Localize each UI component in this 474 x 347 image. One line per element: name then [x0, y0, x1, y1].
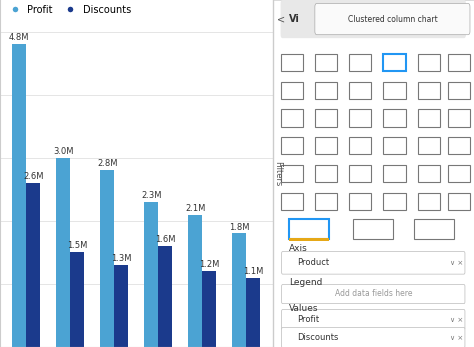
Bar — [448, 165, 470, 182]
Bar — [188, 214, 202, 347]
FancyBboxPatch shape — [282, 285, 465, 304]
Bar — [158, 246, 173, 347]
Bar — [353, 219, 393, 239]
Bar — [12, 44, 27, 347]
Text: Product: Product — [297, 258, 329, 267]
FancyBboxPatch shape — [281, 0, 466, 38]
Bar — [246, 278, 260, 347]
Text: ∨ ×: ∨ × — [450, 260, 463, 266]
Bar — [315, 193, 337, 210]
Bar — [349, 109, 371, 127]
Bar — [418, 165, 440, 182]
Text: <: < — [276, 14, 285, 24]
Bar — [349, 82, 371, 99]
Bar — [413, 219, 454, 239]
Bar — [315, 165, 337, 182]
Bar — [383, 165, 405, 182]
Text: 2.8M: 2.8M — [97, 160, 118, 168]
Bar — [114, 265, 128, 347]
Text: Legend: Legend — [289, 278, 322, 287]
Text: 1.1M: 1.1M — [243, 267, 264, 276]
Text: Clustered column chart: Clustered column chart — [347, 15, 438, 24]
Bar — [281, 193, 303, 210]
Bar — [281, 137, 303, 154]
Bar — [383, 54, 405, 71]
FancyBboxPatch shape — [282, 310, 465, 330]
Bar — [349, 165, 371, 182]
Text: 2.3M: 2.3M — [141, 191, 162, 200]
Bar — [383, 137, 405, 154]
Bar — [418, 82, 440, 99]
Text: 1.5M: 1.5M — [67, 242, 88, 251]
Bar — [100, 170, 114, 347]
Bar — [383, 193, 405, 210]
Text: Filters: Filters — [273, 161, 282, 186]
Bar — [56, 158, 70, 347]
Bar — [448, 109, 470, 127]
Bar — [418, 54, 440, 71]
Bar — [448, 193, 470, 210]
Bar — [281, 109, 303, 127]
Text: Vi: Vi — [289, 14, 300, 24]
Text: Axis: Axis — [289, 244, 308, 253]
Bar — [289, 238, 329, 241]
Bar — [281, 54, 303, 71]
Bar — [202, 271, 216, 347]
Bar — [418, 109, 440, 127]
Text: Discounts: Discounts — [297, 333, 338, 342]
Text: Profit: Profit — [297, 315, 319, 324]
Text: 1.6M: 1.6M — [155, 235, 175, 244]
Bar — [418, 193, 440, 210]
Text: Values: Values — [289, 304, 318, 313]
Bar — [349, 137, 371, 154]
Bar — [70, 252, 84, 347]
Text: 2.6M: 2.6M — [23, 172, 44, 181]
Bar — [349, 193, 371, 210]
Text: Add data fields here: Add data fields here — [335, 289, 412, 298]
Text: 1.3M: 1.3M — [111, 254, 132, 263]
Bar — [448, 82, 470, 99]
Bar — [448, 137, 470, 154]
Bar — [349, 54, 371, 71]
Text: 4.8M: 4.8M — [9, 33, 29, 42]
Text: 3.0M: 3.0M — [53, 147, 73, 156]
Bar — [27, 183, 40, 347]
FancyBboxPatch shape — [282, 328, 465, 347]
Legend: Profit, Discounts: Profit, Discounts — [5, 5, 131, 15]
Bar — [315, 109, 337, 127]
Bar — [315, 54, 337, 71]
Text: ∨ ×: ∨ × — [450, 335, 463, 341]
Bar — [315, 82, 337, 99]
Bar — [281, 82, 303, 99]
Text: 2.1M: 2.1M — [185, 204, 205, 213]
Bar — [418, 137, 440, 154]
Bar — [232, 234, 246, 347]
FancyBboxPatch shape — [315, 3, 470, 35]
Bar — [383, 82, 405, 99]
Bar — [383, 109, 405, 127]
Bar — [289, 219, 329, 239]
Bar — [281, 165, 303, 182]
FancyBboxPatch shape — [282, 252, 465, 274]
Text: ∨ ×: ∨ × — [450, 316, 463, 323]
Bar — [448, 54, 470, 71]
Text: 1.8M: 1.8M — [229, 222, 249, 231]
Bar — [144, 202, 158, 347]
Text: 1.2M: 1.2M — [199, 260, 219, 269]
Bar — [315, 137, 337, 154]
